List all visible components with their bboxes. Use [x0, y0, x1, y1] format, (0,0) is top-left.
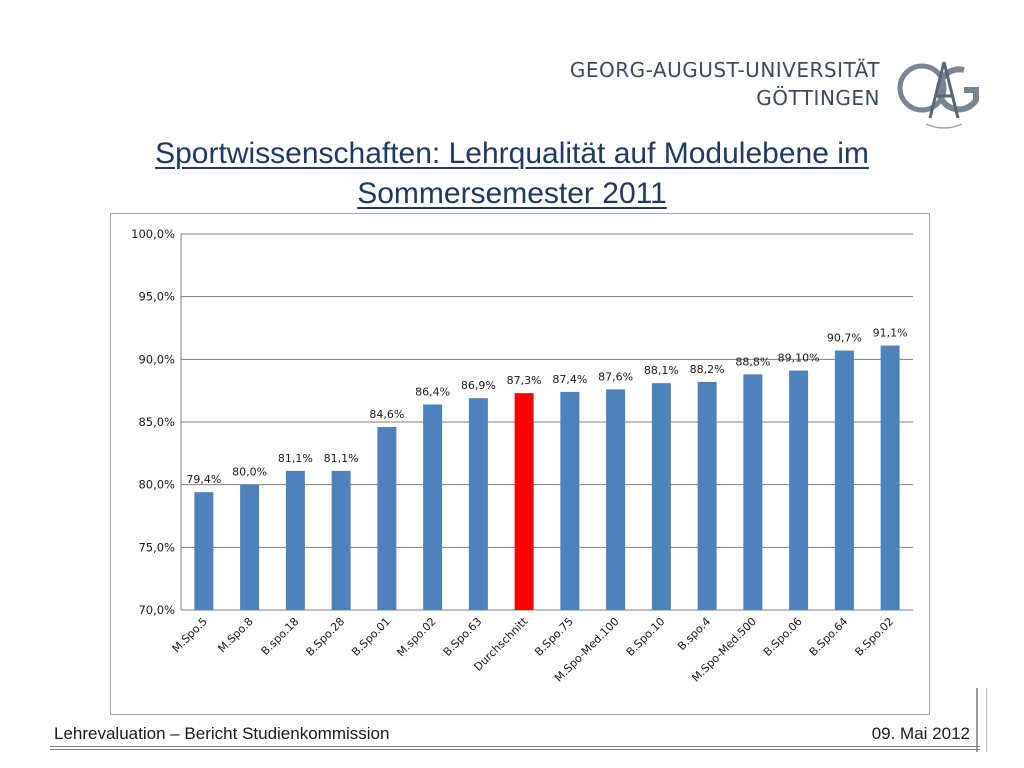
data-label: 87,3% — [507, 374, 542, 387]
x-category-label: B.Spo.02 — [852, 615, 896, 659]
bar — [240, 484, 260, 610]
x-category-label: B.spo.18 — [259, 615, 302, 658]
university-name-line2: GÖTTINGEN — [756, 86, 880, 110]
x-category-label: B.Spo.01 — [349, 615, 393, 659]
bar — [651, 383, 671, 610]
x-category-label: B.Spo.64 — [807, 615, 851, 659]
y-tick-label: 70,0% — [138, 603, 175, 617]
slide-title-line1: Sportwissenschaften: Lehrqualität auf Mo… — [155, 137, 869, 170]
footer-report-title: Lehrevaluation – Bericht Studienkommissi… — [54, 724, 390, 743]
footer-divider — [50, 746, 980, 747]
x-category-label: M.spo.02 — [394, 615, 438, 659]
data-label: 86,9% — [461, 379, 496, 392]
data-label: 91,1% — [873, 327, 908, 340]
x-category-label: M.Spo.5 — [170, 615, 210, 655]
y-tick-label: 85,0% — [138, 415, 175, 429]
y-axis-ticks: 70,0% 75,0% 80,0% 85,0% 90,0% 95,0% 100,0% — [131, 227, 175, 617]
y-tick-label: 90,0% — [138, 352, 175, 366]
bar — [285, 470, 305, 610]
x-category-label: B.Spo.10 — [624, 615, 668, 659]
data-label: 86,4% — [415, 385, 450, 398]
y-tick-label: 100,0% — [131, 227, 175, 241]
bar — [697, 381, 717, 610]
x-category-label: B.Spo.75 — [532, 615, 576, 659]
university-logo — [897, 61, 979, 129]
x-category-label: B.spo.4 — [675, 615, 713, 653]
data-label: 89,10% — [778, 352, 820, 365]
y-tick-label: 75,0% — [138, 540, 175, 554]
data-label: 88,2% — [690, 363, 725, 376]
data-label: 88,1% — [644, 364, 679, 377]
bar — [377, 427, 397, 610]
bar — [560, 391, 580, 610]
x-category-label: B.Spo.28 — [303, 615, 347, 659]
x-category-label: B.Spo.06 — [761, 615, 805, 659]
chart-frame: 70,0% 75,0% 80,0% 85,0% 90,0% 95,0% 100,0% 79,… — [110, 213, 930, 715]
slide-title-line2: Sommersemester 2011 — [357, 177, 667, 210]
bar — [606, 389, 626, 610]
bar — [468, 398, 488, 610]
slide-decoration-bars — [976, 688, 987, 752]
bar — [194, 492, 214, 610]
bar — [743, 374, 763, 610]
university-name: GEORG-AUGUST-UNIVERSITÄT GÖTTINGEN — [570, 56, 880, 112]
footer-date: 09. Mai 2012 — [871, 724, 970, 743]
data-label: 87,6% — [598, 370, 633, 383]
bar — [834, 350, 854, 610]
bars — [194, 345, 900, 610]
x-category-label: B.Spo.63 — [441, 615, 485, 659]
bar — [423, 404, 443, 610]
x-category-label: M.Spo.8 — [215, 615, 255, 655]
y-tick-label: 95,0% — [138, 290, 175, 304]
data-label: 88,8% — [735, 355, 770, 368]
y-tick-label: 80,0% — [138, 478, 175, 492]
bar-average — [514, 393, 534, 610]
university-name-line1: GEORG-AUGUST-UNIVERSITÄT — [569, 58, 880, 82]
footer-divider-secondary — [50, 749, 980, 750]
data-label: 84,6% — [369, 408, 404, 421]
data-label: 87,4% — [552, 373, 587, 386]
bar — [331, 470, 351, 610]
data-label: 81,1% — [278, 452, 313, 465]
slide-title: Sportwissenschaften: Lehrqualität auf Mo… — [60, 134, 964, 214]
x-axis-categories: M.Spo.5 M.Spo.8 B.spo.18 B.Spo.28 B.Spo.01 M.… — [170, 614, 897, 684]
data-label: 90,7% — [827, 332, 862, 345]
data-label: 79,4% — [186, 473, 221, 486]
bar — [789, 370, 809, 610]
data-label: 81,1% — [324, 452, 359, 465]
data-labels: 79,4% 80,0% 81,1% 81,1% 84,6% 86,4% 86,9% 87,3%… — [186, 327, 907, 487]
bar-chart: 70,0% 75,0% 80,0% 85,0% 90,0% 95,0% 100,0% 79,… — [131, 227, 913, 685]
data-label: 80,0% — [232, 466, 267, 479]
bar — [880, 345, 900, 610]
